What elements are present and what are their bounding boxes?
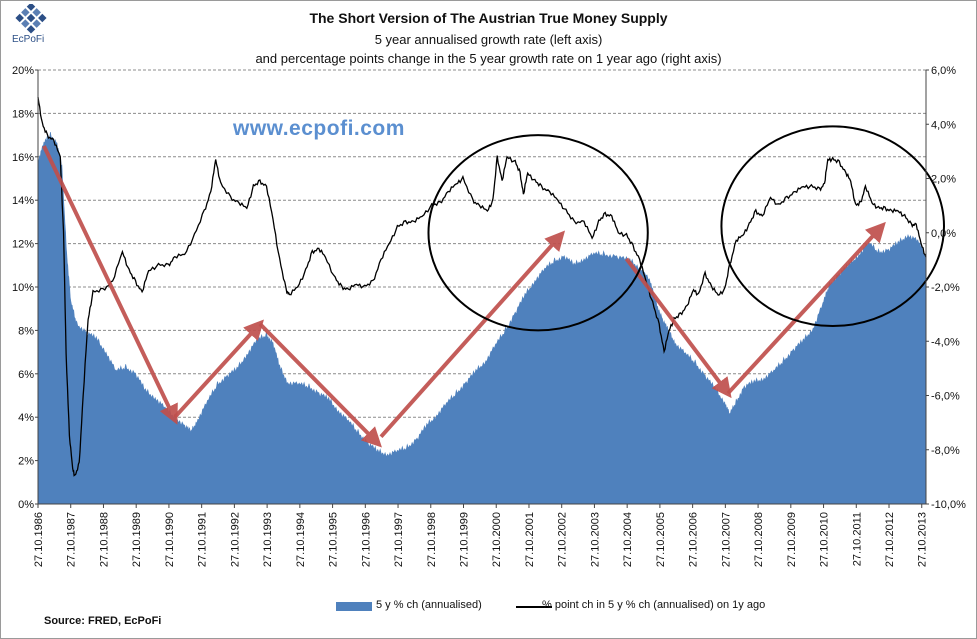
logo-text: EcPoFi	[12, 34, 45, 45]
x-tick-label: 27.10.1994	[295, 512, 307, 567]
x-tick-label: 27.10.1992	[229, 512, 241, 567]
y-left-tick-label: 14%	[12, 195, 34, 207]
source-note: Source: FRED, EcPoFi	[44, 615, 162, 627]
y-left-tick-label: 0%	[18, 499, 34, 511]
highlight-circle	[720, 125, 946, 328]
x-tick-label: 27.10.1999	[459, 512, 471, 567]
x-tick-label: 27.10.1990	[164, 512, 176, 567]
y-left-tick-label: 10%	[12, 282, 34, 294]
x-tick-label: 27.10.1986	[33, 512, 45, 567]
x-tick-label: 27.10.2001	[524, 512, 536, 567]
trend-arrow	[379, 230, 566, 439]
x-tick-label: 27.10.2004	[622, 512, 634, 567]
y-right-tick-label: 4,0%	[931, 119, 956, 131]
x-tick-label: 27.10.2010	[819, 512, 831, 567]
y-left-tick-label: 8%	[18, 325, 34, 337]
series-area-5y-growth	[37, 131, 927, 505]
y-left-tick-label: 4%	[18, 412, 34, 424]
trend-arrow	[173, 319, 264, 419]
x-tick-label: 27.10.2002	[557, 512, 569, 567]
x-tick-label: 27.10.2003	[589, 512, 601, 567]
x-tick-label: 27.10.2005	[655, 512, 667, 567]
x-tick-label: 27.10.1998	[426, 512, 438, 567]
x-tick-label: 27.10.2008	[753, 512, 765, 567]
x-tick-label: 27.10.1988	[99, 512, 111, 567]
y-left-tick-label: 6%	[18, 369, 34, 381]
y-left-tick-label: 16%	[12, 152, 34, 164]
trend-arrow	[726, 221, 886, 395]
chart-title: The Short Version of The Austrian True M…	[309, 10, 668, 26]
y-right-tick-label: -6,0%	[931, 391, 960, 403]
y-left-tick-label: 20%	[12, 65, 34, 77]
watermark-text: www.ecpofi.com	[233, 117, 405, 140]
trend-arrow	[258, 322, 382, 448]
y-right-tick-label: -4,0%	[931, 336, 960, 348]
legend-area-label: 5 y % ch (annualised)	[376, 599, 482, 611]
x-tick-label: 27.10.2006	[688, 512, 700, 567]
x-tick-label: 27.10.1991	[197, 512, 209, 567]
x-tick-label: 27.10.2012	[884, 512, 896, 567]
y-left-tick-label: 2%	[18, 456, 34, 468]
legend-line-label: % point ch in 5 y % ch (annualised) on 1…	[542, 599, 766, 611]
highlight-circle	[427, 134, 649, 332]
y-right-tick-label: -8,0%	[931, 445, 960, 457]
y-left-tick-label: 12%	[12, 239, 34, 251]
x-tick-label: 27.10.2013	[917, 512, 929, 567]
x-tick-label: 27.10.1987	[66, 512, 78, 567]
x-tick-label: 27.10.1996	[360, 512, 372, 567]
x-tick-label: 27.10.1995	[328, 512, 340, 567]
y-right-tick-label: 2,0%	[931, 174, 956, 186]
series-line-pp-change	[37, 97, 927, 477]
y-right-tick-label: 0,0%	[931, 228, 956, 240]
y-right-tick-label: -10,0%	[931, 499, 966, 511]
trend-arrow	[42, 145, 178, 425]
x-tick-label: 27.10.1997	[393, 512, 405, 567]
x-tick-label: 27.10.2007	[720, 512, 732, 567]
chart-subtitle-1: 5 year annualised growth rate (left axis…	[374, 32, 603, 47]
ecpofi-logo-icon	[8, 2, 54, 50]
x-tick-label: 27.10.2009	[786, 512, 798, 567]
legend-area-swatch	[336, 602, 372, 611]
chart-subtitle-2: and percentage points change in the 5 ye…	[255, 51, 722, 66]
x-tick-label: 27.10.2011	[851, 512, 863, 566]
y-right-tick-label: 6,0%	[931, 65, 956, 77]
legend-line-swatch	[516, 606, 552, 608]
y-right-tick-label: -2,0%	[931, 282, 960, 294]
x-tick-label: 27.10.1989	[131, 512, 143, 567]
y-left-tick-label: 18%	[12, 108, 34, 120]
trend-arrow	[624, 257, 732, 399]
x-tick-label: 27.10.2000	[491, 512, 503, 567]
x-tick-label: 27.10.1993	[262, 512, 274, 567]
